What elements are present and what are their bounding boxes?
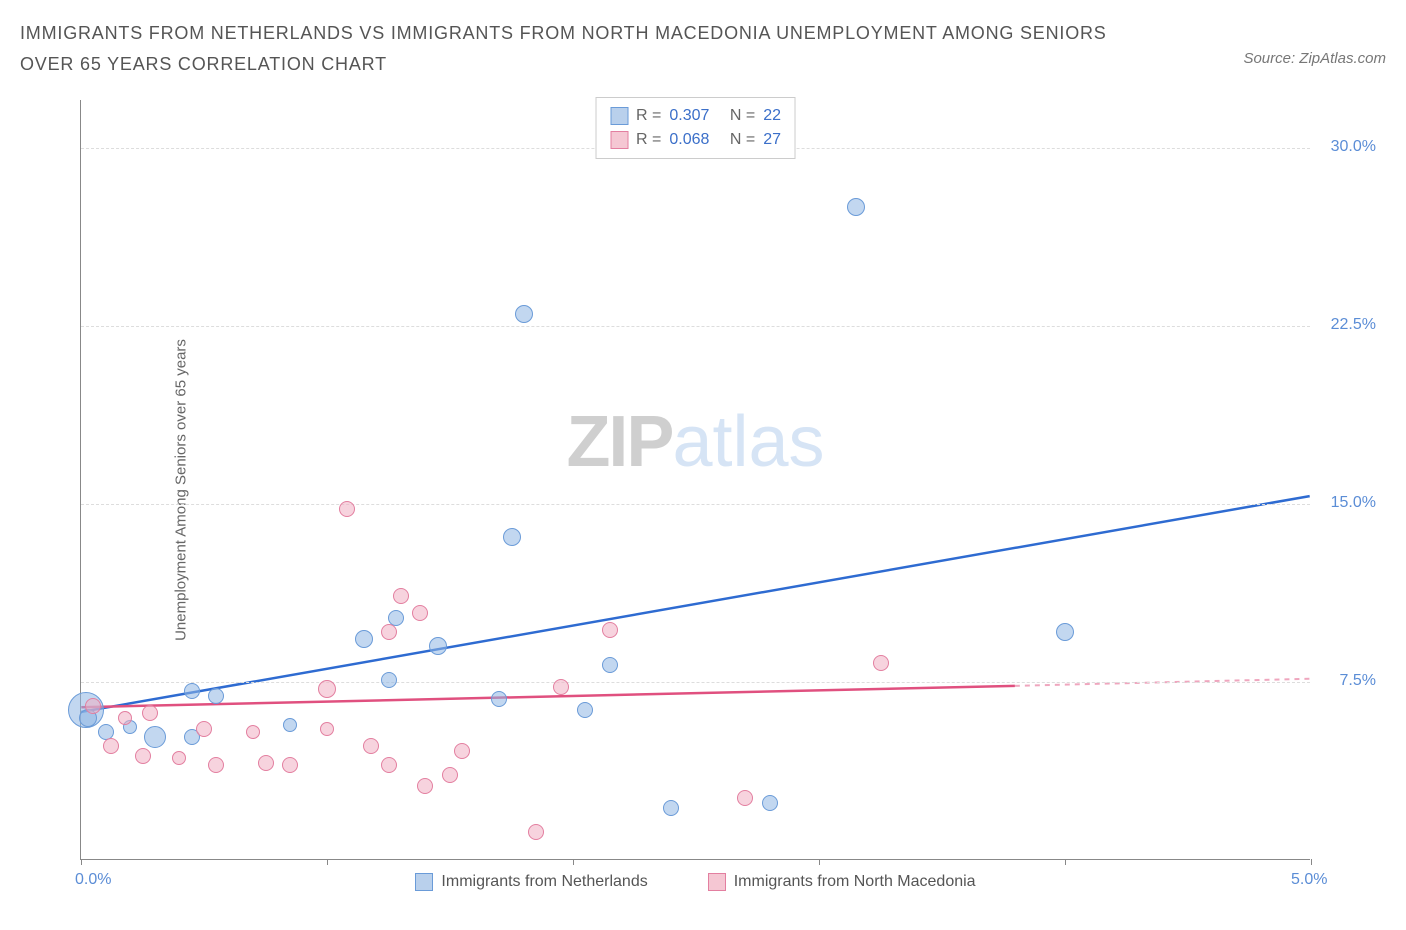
data-point-netherlands xyxy=(762,795,778,811)
x-tick xyxy=(1065,859,1066,865)
data-point-macedonia xyxy=(381,757,397,773)
data-point-macedonia xyxy=(393,588,409,604)
swatch-macedonia-icon xyxy=(708,873,726,891)
n-value: 22 xyxy=(763,104,781,128)
data-point-netherlands xyxy=(503,528,521,546)
watermark-atlas: atlas xyxy=(672,402,824,482)
data-point-macedonia xyxy=(318,680,336,698)
gridline xyxy=(81,504,1310,505)
data-point-netherlands xyxy=(1056,623,1074,641)
data-point-macedonia xyxy=(528,824,544,840)
legend-stats-row-1: R = 0.307 N = 22 xyxy=(610,104,781,128)
r-label: R = xyxy=(636,104,661,128)
data-point-macedonia xyxy=(737,790,753,806)
r-label: R = xyxy=(636,128,661,152)
r-value: 0.307 xyxy=(669,104,709,128)
data-point-macedonia xyxy=(142,705,158,721)
data-point-macedonia xyxy=(381,624,397,640)
data-point-netherlands xyxy=(847,198,865,216)
data-point-macedonia xyxy=(417,778,433,794)
x-tick xyxy=(1311,859,1312,865)
data-point-macedonia xyxy=(442,767,458,783)
data-point-macedonia xyxy=(320,722,334,736)
gridline xyxy=(81,326,1310,327)
data-point-macedonia xyxy=(85,698,101,714)
y-tick-label: 22.5% xyxy=(1331,316,1376,334)
n-label: N = xyxy=(730,104,755,128)
data-point-netherlands xyxy=(144,726,166,748)
n-value: 27 xyxy=(763,128,781,152)
data-point-netherlands xyxy=(515,305,533,323)
y-tick-label: 30.0% xyxy=(1331,138,1376,156)
r-value: 0.068 xyxy=(669,128,709,152)
data-point-netherlands xyxy=(602,657,618,673)
data-point-netherlands xyxy=(381,672,397,688)
chart-area: Unemployment Among Seniors over 65 years… xyxy=(60,100,1380,880)
source-label: Source: ZipAtlas.com xyxy=(1243,50,1386,67)
header: IMMIGRANTS FROM NETHERLANDS VS IMMIGRANT… xyxy=(0,0,1406,87)
data-point-macedonia xyxy=(135,748,151,764)
swatch-macedonia xyxy=(610,131,628,149)
watermark: ZIPatlas xyxy=(566,401,824,483)
data-point-netherlands xyxy=(283,718,297,732)
legend-series: Immigrants from Netherlands Immigrants f… xyxy=(81,873,1310,891)
data-point-macedonia xyxy=(282,757,298,773)
x-tick-label: 0.0% xyxy=(75,871,111,889)
data-point-macedonia xyxy=(118,711,132,725)
data-point-macedonia xyxy=(172,751,186,765)
swatch-netherlands-icon xyxy=(415,873,433,891)
data-point-netherlands xyxy=(429,637,447,655)
data-point-macedonia xyxy=(196,721,212,737)
data-point-macedonia xyxy=(873,655,889,671)
chart-title: IMMIGRANTS FROM NETHERLANDS VS IMMIGRANT… xyxy=(20,18,1120,79)
data-point-netherlands xyxy=(663,800,679,816)
legend-label: Immigrants from North Macedonia xyxy=(734,873,976,891)
trend-line-netherlands xyxy=(81,496,1309,712)
x-tick xyxy=(81,859,82,865)
watermark-zip: ZIP xyxy=(566,402,672,482)
x-tick xyxy=(327,859,328,865)
data-point-macedonia xyxy=(208,757,224,773)
y-tick-label: 7.5% xyxy=(1340,672,1376,690)
data-point-macedonia xyxy=(602,622,618,638)
data-point-netherlands xyxy=(184,683,200,699)
data-point-macedonia xyxy=(339,501,355,517)
data-point-macedonia xyxy=(246,725,260,739)
trend-lines xyxy=(81,100,1310,859)
plot-region: ZIPatlas R = 0.307 N = 22 R = 0.068 N = … xyxy=(80,100,1310,860)
data-point-macedonia xyxy=(363,738,379,754)
legend-label: Immigrants from Netherlands xyxy=(441,873,647,891)
data-point-macedonia xyxy=(412,605,428,621)
swatch-netherlands xyxy=(610,107,628,125)
legend-stats-row-2: R = 0.068 N = 27 xyxy=(610,128,781,152)
x-tick xyxy=(819,859,820,865)
legend-item-macedonia: Immigrants from North Macedonia xyxy=(708,873,976,891)
x-tick xyxy=(573,859,574,865)
legend-item-netherlands: Immigrants from Netherlands xyxy=(415,873,647,891)
data-point-macedonia xyxy=(454,743,470,759)
data-point-netherlands xyxy=(355,630,373,648)
data-point-macedonia xyxy=(258,755,274,771)
gridline xyxy=(81,682,1310,683)
data-point-macedonia xyxy=(103,738,119,754)
n-label: N = xyxy=(730,128,755,152)
data-point-netherlands xyxy=(208,688,224,704)
data-point-netherlands xyxy=(577,702,593,718)
y-tick-label: 15.0% xyxy=(1331,494,1376,512)
x-tick-label: 5.0% xyxy=(1291,871,1327,889)
data-point-netherlands xyxy=(491,691,507,707)
legend-stats: R = 0.307 N = 22 R = 0.068 N = 27 xyxy=(595,97,796,159)
data-point-macedonia xyxy=(553,679,569,695)
